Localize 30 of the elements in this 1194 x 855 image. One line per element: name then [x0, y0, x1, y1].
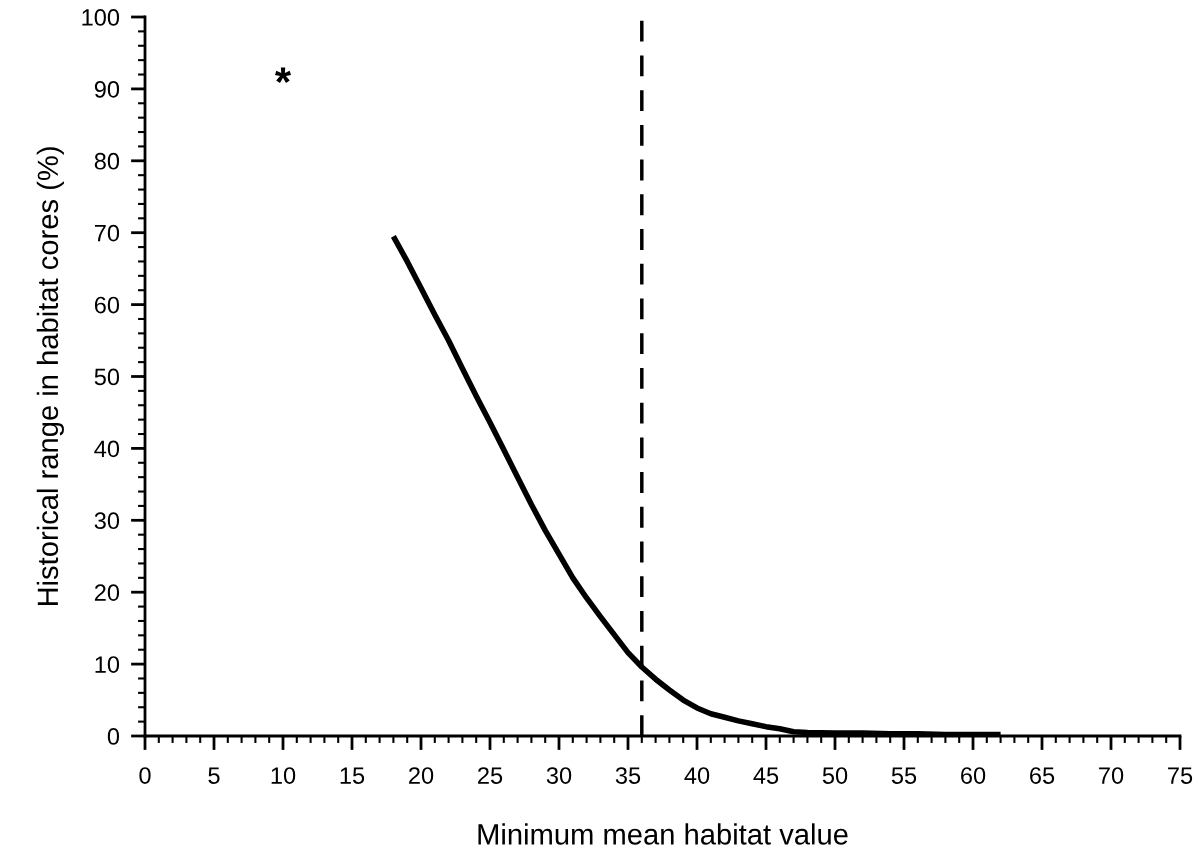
x-tick-label: 25: [478, 767, 503, 784]
y-tick-label: 60: [94, 296, 120, 314]
x-tick-label: 60: [961, 767, 986, 784]
y-tick-label: 30: [94, 512, 120, 530]
y-tick-label: 40: [94, 440, 120, 458]
x-tick-label: 75: [1168, 767, 1193, 784]
x-tick-label: 20: [409, 767, 434, 784]
x-tick-label: 70: [1099, 767, 1124, 784]
x-tick-label: 45: [753, 767, 779, 784]
x-tick-label: 50: [822, 767, 848, 784]
x-tick-label: 35: [615, 767, 641, 784]
y-tick-label: 90: [94, 80, 120, 98]
y-axis-title: Historical range in habitat cores (%): [36, 147, 64, 606]
x-tick-label: 30: [546, 767, 572, 784]
x-tick-label: 0: [139, 767, 151, 784]
x-tick-label: 65: [1030, 767, 1055, 784]
y-tick-label: 10: [95, 656, 120, 673]
x-tick-label: 10: [271, 767, 296, 784]
x-tick-label: 15: [340, 767, 365, 784]
y-tick-label: 100: [82, 9, 120, 26]
x-tick-label: 40: [684, 767, 710, 784]
y-tick-label: 0: [107, 728, 120, 745]
y-tick-label: 80: [94, 152, 120, 170]
y-tick-label: 20: [94, 584, 120, 601]
y-tick-label: 50: [94, 368, 120, 386]
x-tick-label: 55: [891, 767, 917, 784]
y-tick-label: 70: [94, 224, 120, 242]
x-axis-title: Minimum mean habitat value: [478, 823, 848, 845]
annotation: *: [274, 67, 292, 83]
x-tick-label: 5: [208, 767, 220, 784]
